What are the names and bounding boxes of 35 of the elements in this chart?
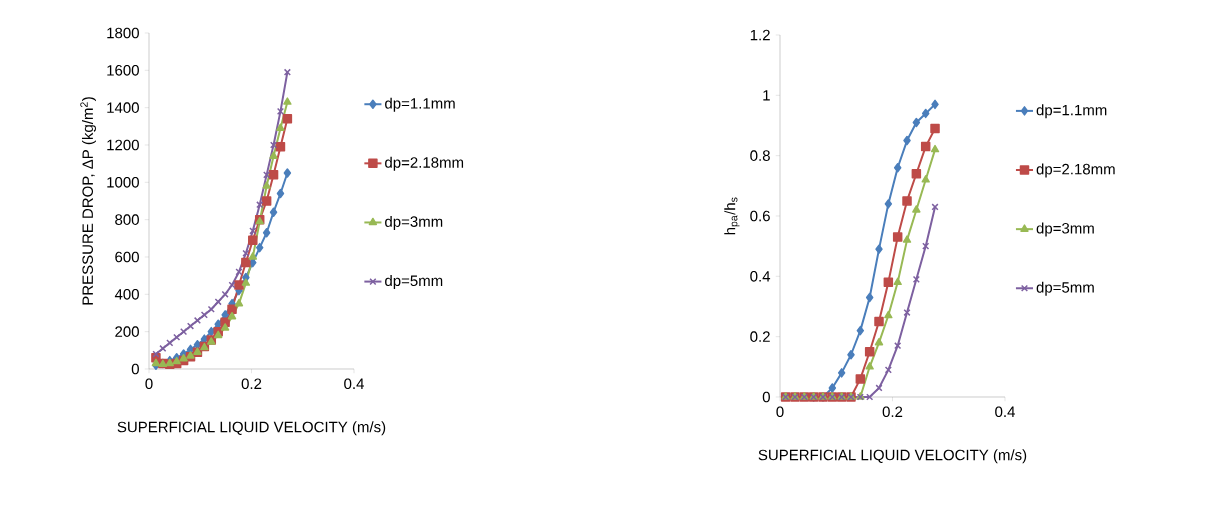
y-tick-label: 1200 bbox=[107, 139, 139, 151]
x-tick-label: 0.2 bbox=[882, 406, 903, 418]
y-tick-label: 400 bbox=[114, 289, 139, 300]
legend-label: dp=2.18mm bbox=[385, 156, 464, 171]
legend-label: dp=3mm bbox=[385, 215, 443, 230]
legend-label: dp=5mm bbox=[1036, 281, 1094, 296]
y-tick-label: 1000 bbox=[107, 177, 139, 188]
x-tick-label: 0.2 bbox=[241, 378, 262, 390]
y-tick-label: 0 bbox=[131, 363, 139, 375]
x-tick-label: 0 bbox=[145, 378, 153, 390]
y-tick-label: 0.2 bbox=[750, 331, 770, 342]
y-axis-title: PRESSURE DROP, ΔP (kg/m$^{2}$) bbox=[80, 97, 96, 305]
y-tick-label: 0 bbox=[762, 391, 770, 403]
legend-label: dp=5mm bbox=[385, 275, 443, 289]
legend-label: dp=2.18mm bbox=[1036, 163, 1115, 178]
legend-label: dp=1.1mm bbox=[385, 97, 455, 112]
x-tick-label: 0.4 bbox=[995, 406, 1015, 418]
y-tick-label: 800 bbox=[115, 214, 139, 225]
y-tick-label: 1 bbox=[763, 90, 770, 101]
y-tick-label: 0.8 bbox=[750, 150, 770, 161]
legend-label: dp=1.1mm bbox=[1036, 104, 1107, 119]
y-tick-label: 0.6 bbox=[750, 210, 770, 222]
x-axis-title: SUPERFICIAL LIQUID VELOCITY (m/s) bbox=[758, 449, 1027, 464]
y-axis-title: h$_{pa}$/h$_{s}$ bbox=[724, 197, 740, 235]
y-tick-label: 1.2 bbox=[750, 29, 770, 41]
y-tick-label: 1800 bbox=[107, 27, 139, 39]
x-axis-title: SUPERFICIAL LIQUID VELOCITY (m/s) bbox=[117, 421, 386, 436]
x-tick-label: 0.4 bbox=[344, 378, 364, 390]
y-tick-label: 600 bbox=[115, 251, 139, 263]
y-tick-label: 200 bbox=[115, 326, 139, 337]
y-tick-label: 1600 bbox=[107, 65, 139, 76]
y-tick-label: 1400 bbox=[107, 102, 139, 113]
y-tick-label: 0.4 bbox=[750, 271, 771, 282]
x-tick-label: 0 bbox=[776, 406, 784, 418]
legend-label: dp=3mm bbox=[1036, 222, 1094, 237]
